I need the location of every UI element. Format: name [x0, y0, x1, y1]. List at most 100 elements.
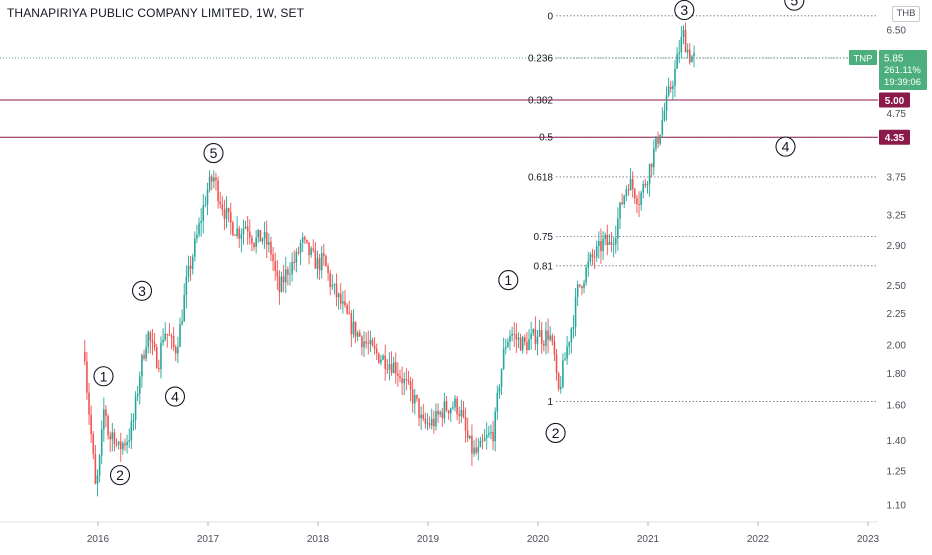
candle-body	[189, 265, 192, 269]
candle-body	[551, 335, 554, 341]
fib-level-label: 0.5	[539, 133, 553, 144]
candle-body	[356, 332, 359, 337]
candle-body	[98, 455, 101, 476]
candle-body	[234, 235, 236, 237]
y-tick-label: 4.75	[887, 109, 907, 120]
wave-label: 3	[680, 2, 688, 18]
x-tick-label: 2017	[197, 534, 220, 545]
candle-body	[291, 261, 293, 275]
candle-body	[540, 330, 543, 344]
candle-body	[456, 398, 458, 415]
wave-label-circle	[545, 422, 566, 444]
candle-body	[595, 246, 598, 257]
candle-body	[238, 228, 241, 239]
candle-body	[210, 176, 213, 182]
candle-body	[384, 355, 386, 370]
hline-price-tag	[879, 129, 910, 145]
candle-body	[579, 284, 581, 287]
candle-body	[130, 421, 133, 441]
x-tick-label: 2016	[87, 534, 110, 545]
candle-body	[96, 475, 99, 484]
candle-body	[255, 237, 257, 247]
candle-body	[534, 329, 537, 344]
candle-body	[659, 134, 661, 144]
currency-button[interactable]: THB	[892, 6, 920, 22]
wave-label: 3	[138, 283, 146, 299]
candle-body	[272, 254, 274, 262]
candle-body	[115, 443, 118, 445]
candle-body	[242, 228, 245, 235]
candle-body	[363, 341, 365, 348]
candle-body	[477, 447, 480, 453]
candle-body	[397, 373, 399, 376]
candle-body	[403, 378, 406, 384]
candle-body	[585, 267, 587, 283]
candle-body	[352, 321, 355, 335]
candle-body	[665, 95, 668, 111]
candle-body	[274, 261, 276, 271]
candle-body	[638, 203, 640, 205]
candle-body	[225, 208, 228, 219]
candle-body	[371, 340, 374, 346]
candle-body	[251, 237, 253, 244]
candle-body	[344, 301, 346, 306]
candle-body	[183, 294, 186, 322]
candle-body	[390, 364, 393, 373]
candle-body	[162, 339, 164, 343]
y-tick-label: 1.10	[887, 501, 907, 512]
candle-body	[545, 330, 547, 346]
candle-body	[680, 36, 683, 53]
candle-body	[667, 86, 670, 96]
candle-body	[449, 408, 452, 414]
candle-body	[488, 433, 490, 436]
candle-body	[253, 243, 255, 247]
candle-body	[555, 354, 558, 374]
candle-body	[557, 373, 560, 390]
wave-label: 2	[116, 467, 124, 483]
candle-body	[405, 378, 408, 381]
candle-body	[617, 218, 619, 239]
candle-body	[350, 313, 353, 335]
candle-body	[257, 229, 260, 238]
candle-body	[339, 293, 342, 304]
candle-body	[181, 321, 183, 325]
candle-body	[500, 368, 503, 388]
candle-body	[566, 346, 568, 359]
candle-body	[227, 208, 230, 213]
candle-body	[380, 359, 382, 363]
fib-level-label: 0.236	[528, 54, 553, 65]
candle-body	[202, 205, 205, 221]
candle-body	[496, 392, 499, 412]
candle-body	[464, 416, 467, 431]
candle-body	[409, 381, 412, 390]
candle-body	[240, 234, 243, 239]
candle-body	[187, 265, 190, 277]
candle-body	[469, 435, 471, 439]
ticker-chip	[849, 50, 877, 66]
candle-body	[111, 432, 114, 440]
fib-level-label: 0.618	[528, 172, 553, 183]
candle-body	[204, 204, 207, 206]
x-tick-label: 2021	[637, 534, 660, 545]
candle-body	[282, 276, 285, 283]
candle-body	[562, 360, 564, 387]
candle-body	[325, 255, 327, 267]
candle-body	[200, 220, 202, 224]
wave-label: 2	[552, 425, 560, 441]
fib-level-label: 0.75	[534, 232, 554, 243]
candle-body	[246, 226, 249, 232]
wave-label: 1	[100, 368, 108, 384]
y-tick-label: 1.80	[887, 369, 907, 380]
candle-body	[621, 202, 623, 204]
candle-body	[160, 342, 162, 370]
price-label: 5.85	[884, 54, 904, 65]
candle-body	[141, 354, 143, 377]
candle-body	[485, 435, 488, 438]
candle-body	[323, 253, 325, 256]
fib-level-label: 0	[547, 11, 553, 22]
candle-body	[301, 237, 304, 243]
candle-body	[583, 282, 585, 289]
candle-body	[213, 177, 215, 182]
candle-body	[299, 242, 302, 253]
